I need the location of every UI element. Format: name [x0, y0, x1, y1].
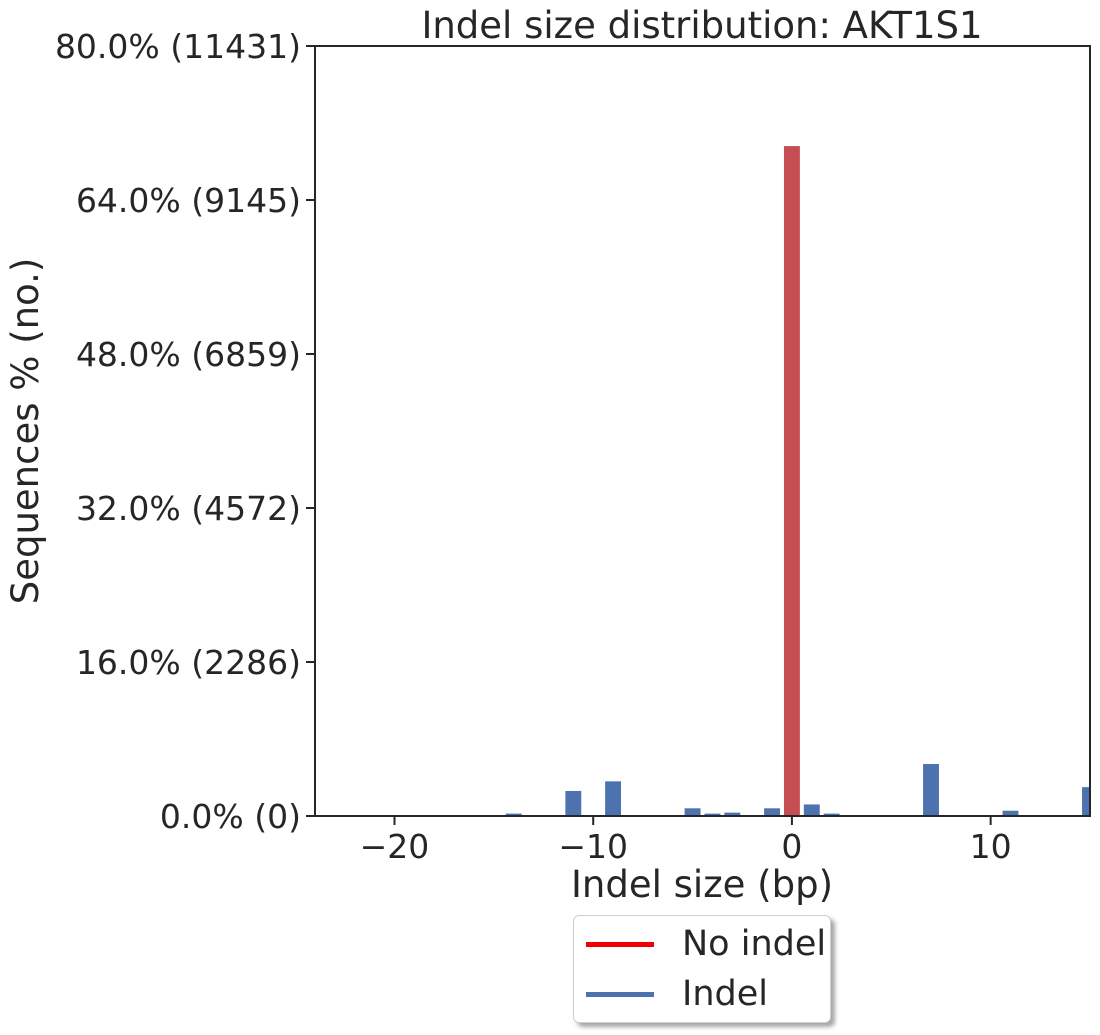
y-tick-label: 0.0% (0) [160, 797, 301, 836]
legend-entry-no-indel: No indel [586, 924, 826, 964]
x-axis-label: Indel size (bp) [571, 863, 833, 906]
legend-label-no-indel: No indel [682, 924, 827, 964]
bars-layer [505, 146, 1090, 816]
legend-swatch-indel [586, 991, 654, 997]
axes-layer: 0.0% (0) 16.0% (2286) 32.0% (4572) 48.0% (6… [55, 27, 1091, 866]
legend-label-indel: Indel [682, 974, 768, 1014]
bar-no-indel-0 [783, 146, 800, 816]
y-tick-label: 48.0% (6859) [76, 335, 301, 374]
bar-indel--14 [505, 813, 522, 816]
y-tick-label: 16.0% (2286) [76, 643, 301, 682]
bar-indel-1 [803, 804, 820, 816]
bar-indel-2 [823, 813, 840, 816]
y-tick-label: 80.0% (11431) [55, 27, 301, 66]
bar-indel-7 [923, 764, 939, 816]
bar-indel--9 [605, 781, 622, 816]
bar-indel--4 [704, 813, 721, 816]
x-tick-label: 0 [781, 827, 802, 866]
bar-indel--5 [684, 808, 701, 816]
bar-indel--11 [565, 790, 582, 816]
chart-legend: No indel Indel [573, 915, 831, 1023]
x-tick-label: 10 [970, 827, 1012, 866]
x-tick-label: −10 [558, 827, 628, 866]
legend-entry-indel: Indel [586, 974, 768, 1014]
legend-swatch-no-indel [586, 941, 654, 947]
bar-indel--1 [764, 808, 780, 816]
y-axis-label: Sequences % (no.) [4, 258, 47, 605]
bar-indel--3 [724, 812, 741, 816]
y-tick-label: 64.0% (9145) [76, 181, 301, 220]
bar-indel-11 [1002, 810, 1019, 816]
bar-indel-15 [1082, 787, 1090, 816]
x-tick-label: −20 [360, 827, 430, 866]
plot-frame [314, 45, 1091, 817]
chart-title: Indel size distribution: AKT1S1 [421, 4, 982, 47]
y-tick-label: 32.0% (4572) [76, 489, 301, 528]
